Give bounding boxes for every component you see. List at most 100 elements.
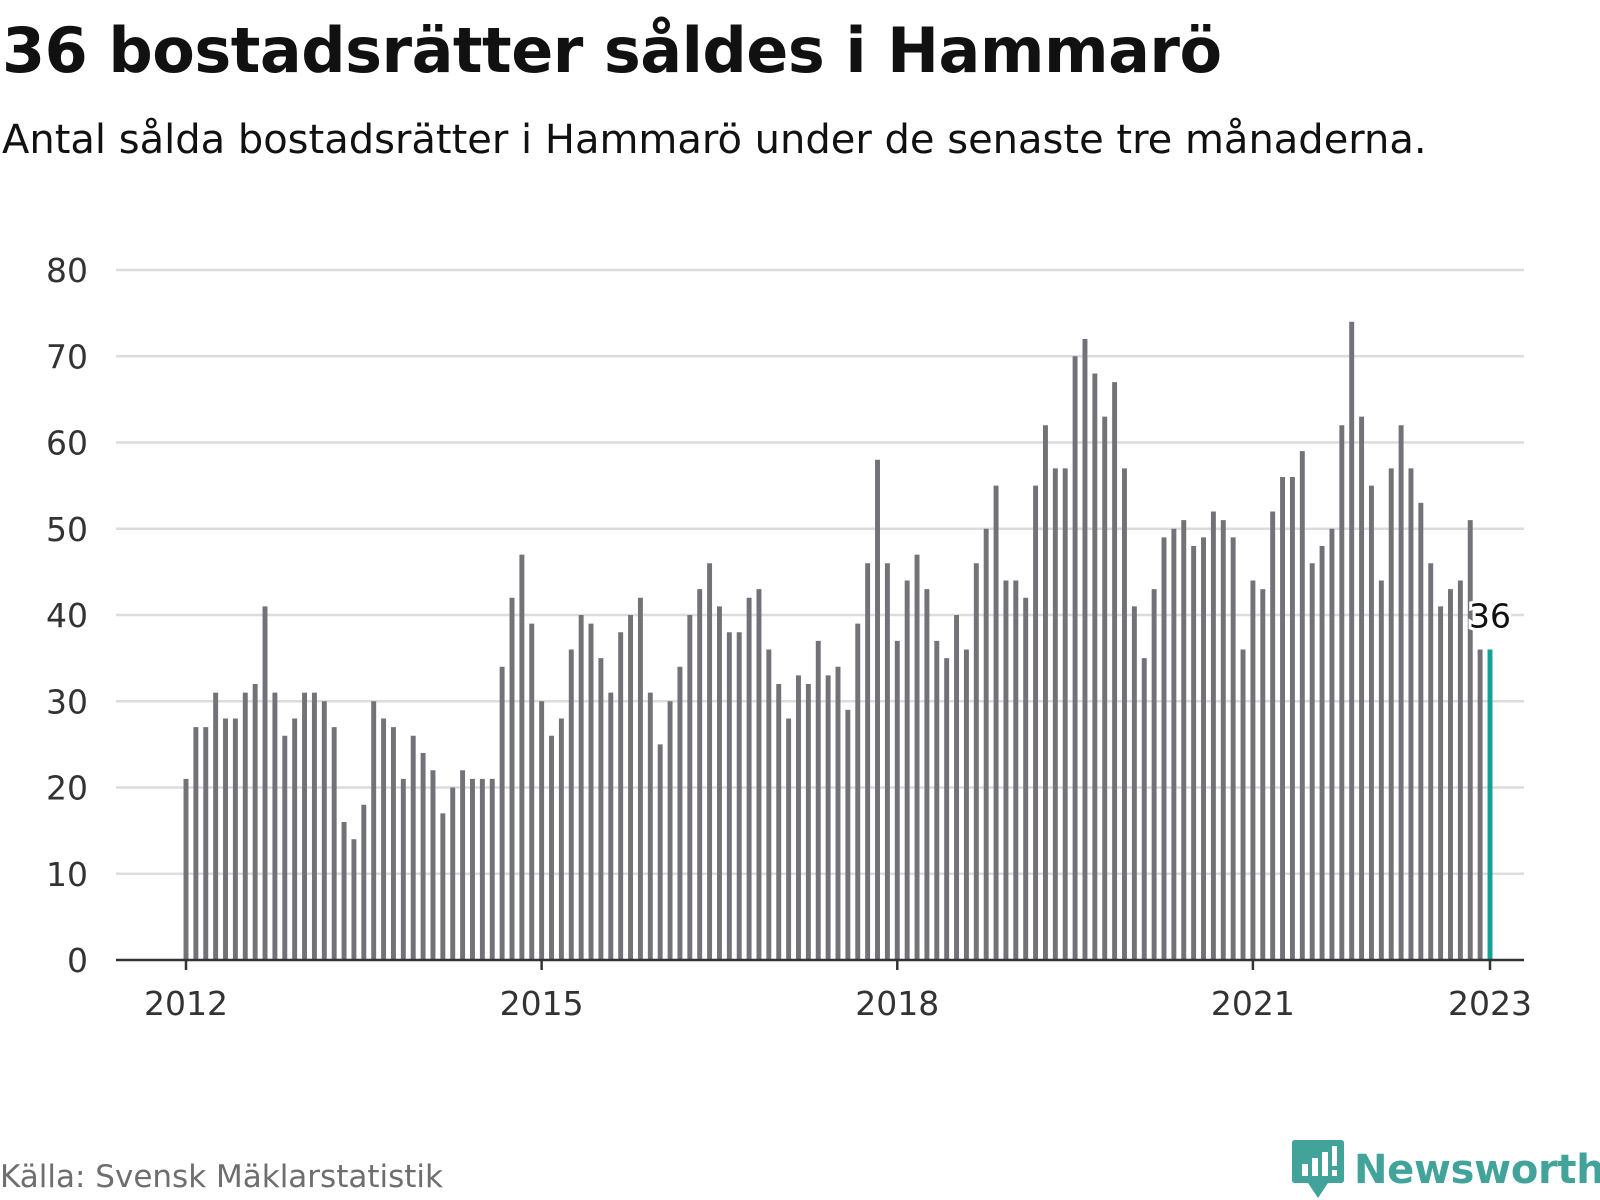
bar xyxy=(1408,468,1414,960)
bars xyxy=(183,321,1493,960)
bar xyxy=(1013,580,1019,960)
bar xyxy=(1052,468,1058,960)
bar xyxy=(637,597,643,960)
y-axis-labels: 0 10 20 30 40 50 60 70 80 xyxy=(46,251,88,980)
bar xyxy=(1349,321,1355,960)
bar xyxy=(1122,468,1127,960)
y-tick-label: 40 xyxy=(46,596,88,635)
bar xyxy=(766,649,772,960)
bar xyxy=(539,701,545,960)
bar xyxy=(361,804,367,960)
bar xyxy=(875,459,880,960)
bar xyxy=(1191,546,1197,960)
bar xyxy=(944,658,950,960)
bar xyxy=(223,718,228,960)
bar xyxy=(1151,589,1157,960)
bar xyxy=(460,770,466,960)
bar xyxy=(1329,528,1335,960)
bar xyxy=(815,640,821,960)
bar xyxy=(884,563,890,960)
bar xyxy=(203,727,209,960)
bar xyxy=(1467,520,1473,960)
y-tick-label: 30 xyxy=(46,682,88,721)
brand-name: Newsworthy xyxy=(1354,1147,1600,1193)
bar xyxy=(1033,485,1039,960)
bar xyxy=(1319,546,1325,960)
bar xyxy=(509,597,515,960)
bar xyxy=(578,615,584,960)
brand-logo[interactable]: Newsworthy xyxy=(1292,1140,1600,1200)
bar xyxy=(1210,511,1216,960)
bar xyxy=(894,640,900,960)
bar-chart: 0 10 20 30 40 50 60 70 80 2012 2015 2018 2021 2023 3… xyxy=(46,251,1532,1023)
bar xyxy=(341,822,347,960)
bar xyxy=(1398,425,1404,960)
annotations: 36 xyxy=(1466,594,1514,639)
bar xyxy=(657,744,663,960)
bar xyxy=(598,658,604,960)
bar xyxy=(440,813,446,960)
bar xyxy=(499,666,505,960)
bar xyxy=(1299,451,1305,960)
x-tick-label: 2023 xyxy=(1448,984,1532,1023)
y-tick-label: 70 xyxy=(46,337,88,376)
bar xyxy=(292,718,298,960)
bar xyxy=(1280,477,1286,960)
bar xyxy=(716,606,722,960)
bar xyxy=(983,528,989,960)
bar xyxy=(628,615,634,960)
bar xyxy=(1062,468,1068,960)
bar xyxy=(1448,589,1453,960)
bar xyxy=(687,615,693,960)
bar xyxy=(1220,520,1226,960)
bar xyxy=(993,485,999,960)
bar xyxy=(756,589,762,960)
bar xyxy=(726,632,732,960)
bar xyxy=(272,692,278,960)
x-tick-label: 2021 xyxy=(1211,984,1295,1023)
bar xyxy=(924,589,930,960)
bar xyxy=(1141,658,1147,960)
bar xyxy=(1171,528,1177,960)
bar xyxy=(311,692,317,960)
bar xyxy=(1388,468,1394,960)
bar xyxy=(519,554,525,960)
bar xyxy=(608,692,614,960)
bar xyxy=(1082,339,1088,960)
bar xyxy=(805,684,811,960)
bar xyxy=(1457,580,1463,960)
bar xyxy=(954,615,960,960)
bar xyxy=(1102,416,1108,960)
bar xyxy=(1378,580,1384,960)
bar xyxy=(1418,502,1424,960)
bar xyxy=(351,839,357,960)
bar xyxy=(1201,537,1206,960)
bar-highlight xyxy=(1487,649,1493,960)
bar xyxy=(647,692,653,960)
bar xyxy=(904,580,910,960)
bar xyxy=(390,727,396,960)
bar xyxy=(697,589,703,960)
bar xyxy=(588,623,594,960)
bar xyxy=(1112,382,1118,960)
bar xyxy=(776,684,782,960)
x-tick-label: 2018 xyxy=(855,984,939,1023)
bar xyxy=(1131,606,1137,960)
bar xyxy=(331,727,337,960)
bar xyxy=(736,632,742,960)
bar xyxy=(845,709,851,960)
bar xyxy=(400,778,406,960)
bar xyxy=(529,623,535,960)
bar xyxy=(973,563,979,960)
bar xyxy=(252,684,258,960)
bar xyxy=(430,770,436,960)
x-tick-label: 2012 xyxy=(144,984,228,1023)
bar xyxy=(282,735,288,960)
bar xyxy=(232,718,238,960)
data-label-latest: 36 xyxy=(1469,597,1511,636)
bar xyxy=(1230,537,1236,960)
bar xyxy=(1003,580,1009,960)
bar xyxy=(420,753,426,960)
bar xyxy=(558,718,564,960)
y-tick-label: 10 xyxy=(46,855,88,894)
